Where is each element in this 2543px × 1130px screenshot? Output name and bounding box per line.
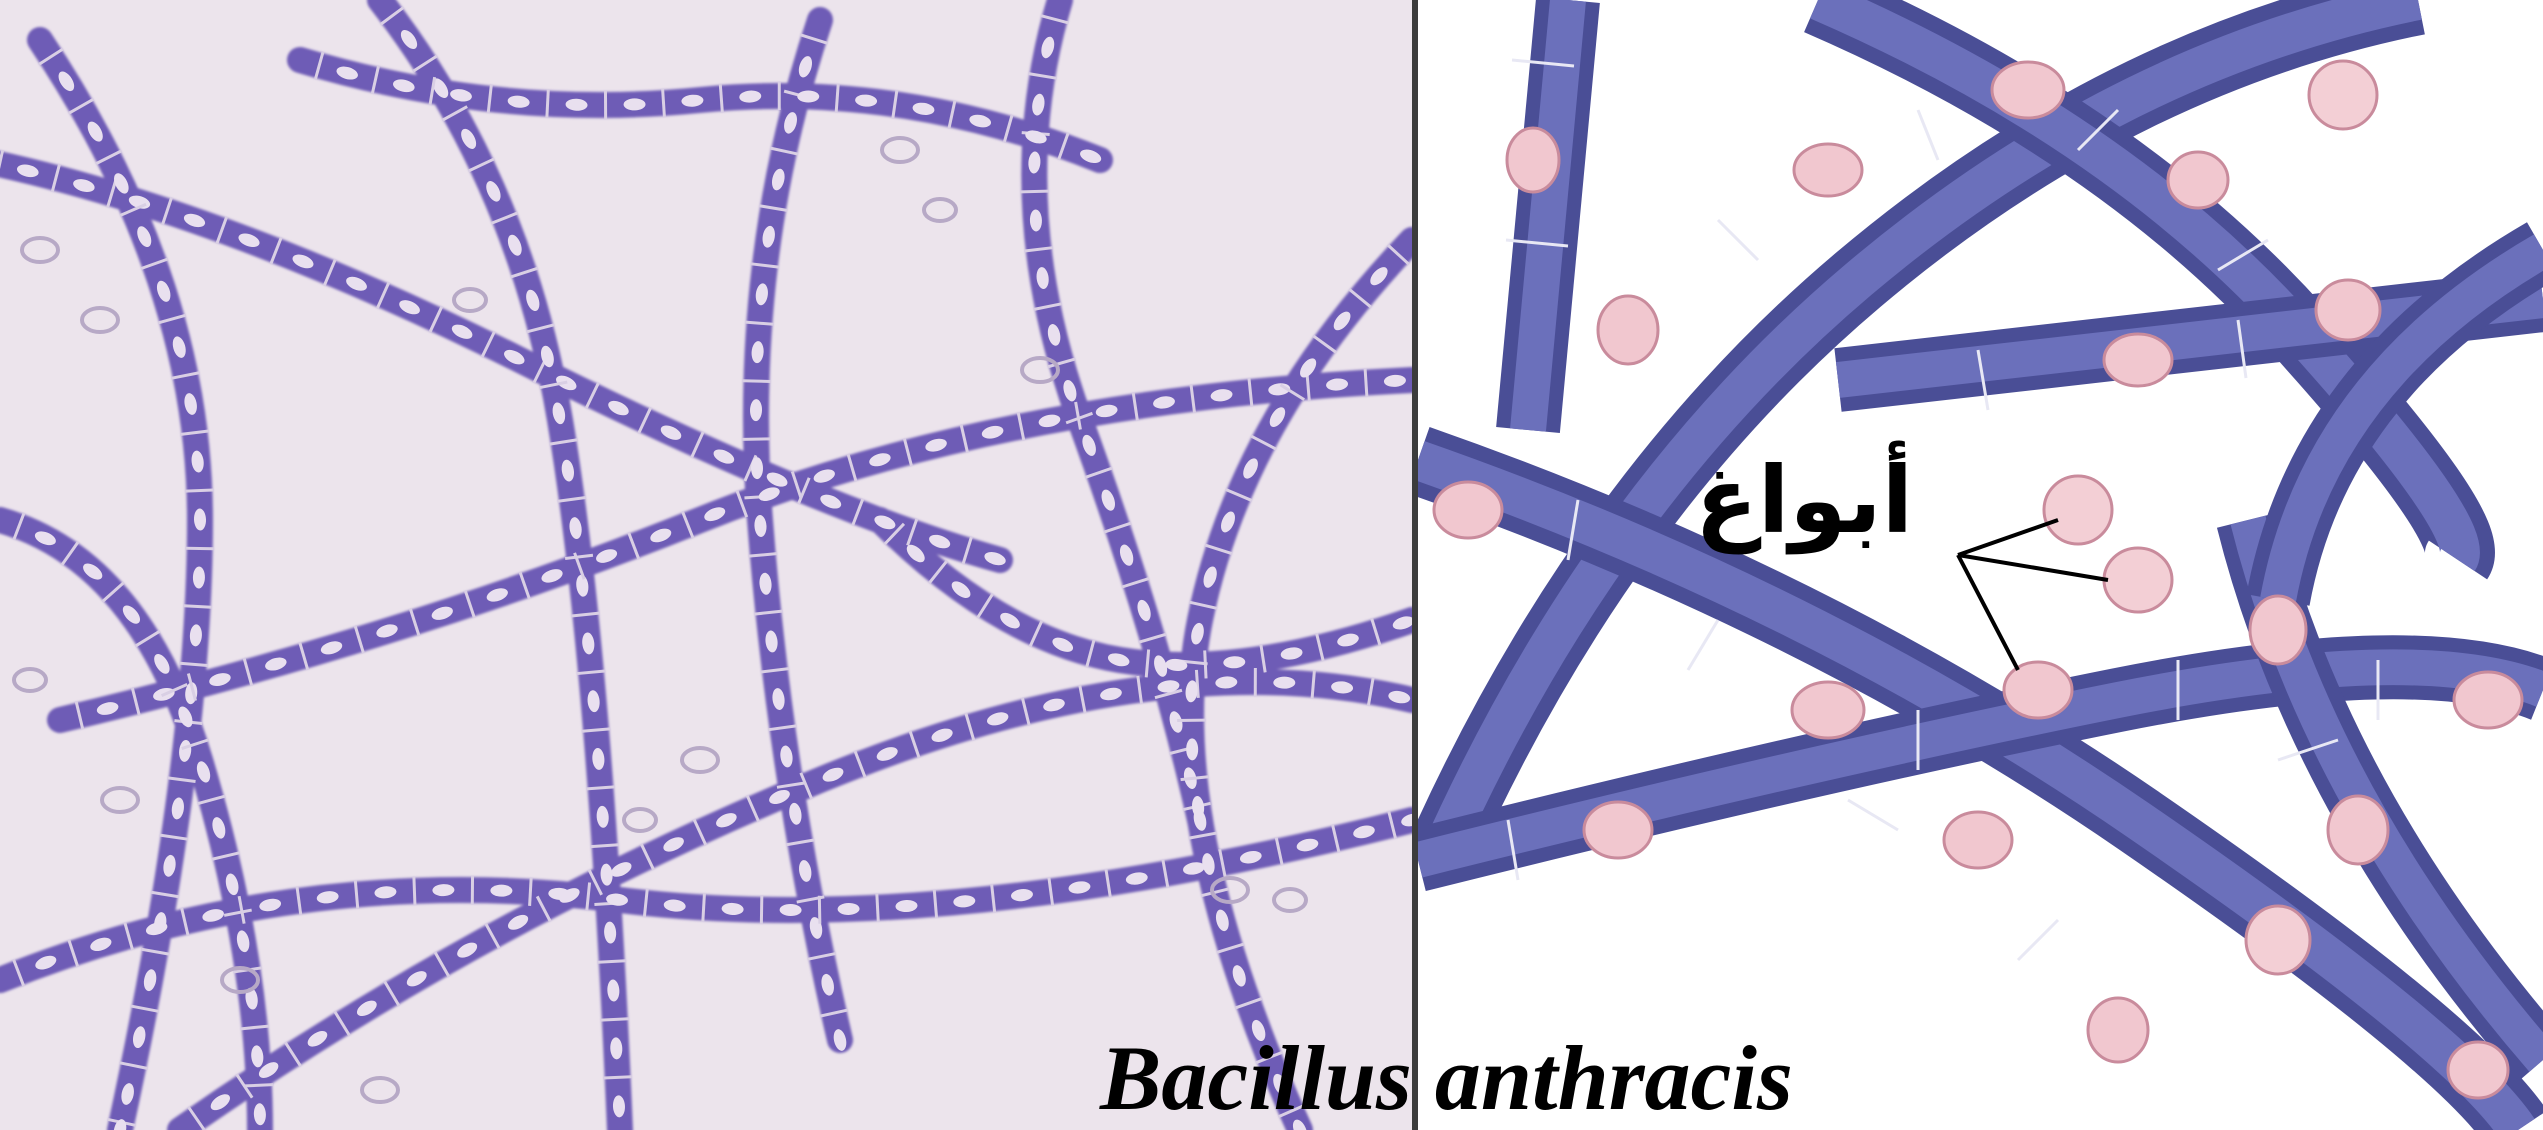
bacillus-rod-highlight	[1510, 0, 1586, 432]
spores-label: أبواغ	[1695, 447, 1914, 554]
bacillus-rod-highlight	[2260, 234, 2543, 604]
bacterial-chain	[743, 7, 853, 1053]
micrograph-image	[0, 0, 1412, 1130]
micrograph-spores	[0, 6, 1412, 1130]
bacillus-rod-highlight	[1419, 0, 2422, 869]
illustration-panel	[1418, 0, 2543, 1130]
free-spore	[2307, 59, 2379, 131]
free-spore	[2042, 474, 2114, 546]
free-spore	[2102, 546, 2174, 614]
micrograph-panel	[0, 0, 1412, 1130]
illustration-image	[1418, 0, 2543, 1130]
spore-pointer-lines	[1956, 518, 2109, 671]
free-spore	[2244, 904, 2312, 976]
panel-divider	[1412, 0, 1418, 1130]
bacillus-rod-highlight	[1418, 441, 2535, 1130]
bacillus-rod-highlight	[1810, 0, 2480, 572]
species-caption: Bacillus anthracis	[1100, 1027, 1793, 1129]
bacterial-chain	[0, 507, 273, 1130]
